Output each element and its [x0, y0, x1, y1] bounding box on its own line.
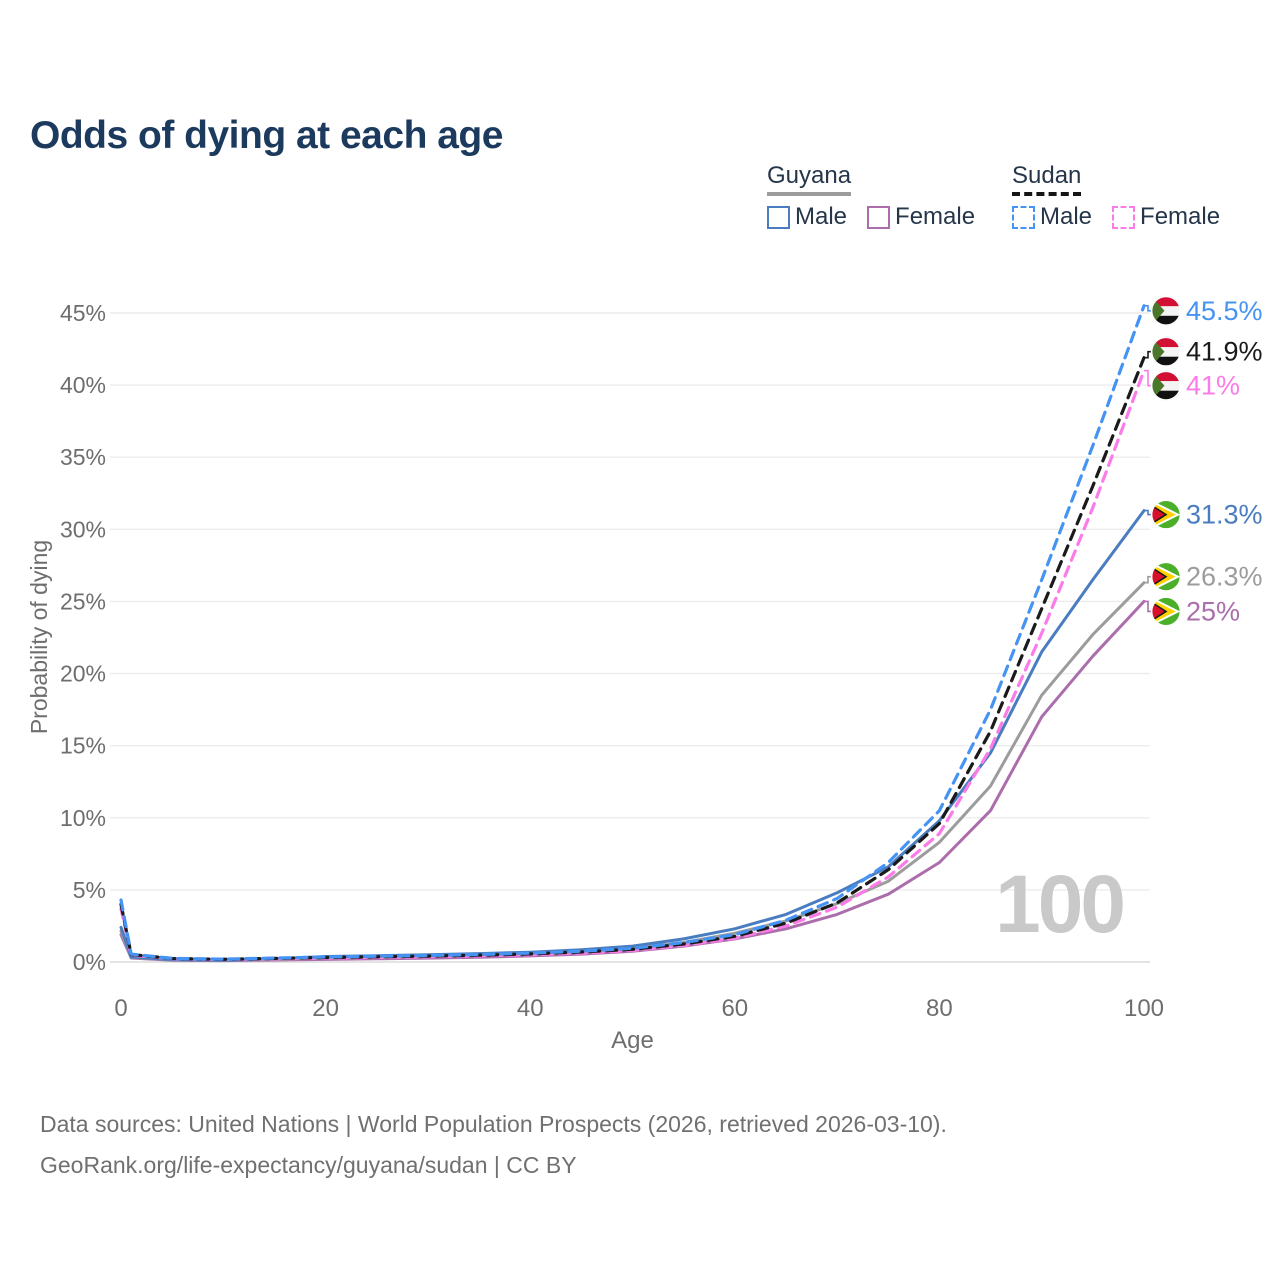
legend-label-sudan-male: Male [1040, 203, 1093, 230]
legend-group-guyana: Guyana Male Female [767, 162, 995, 229]
y-tick-label: 10% [60, 805, 106, 831]
series-line-sudan_female[interactable] [119, 369, 1146, 962]
end-label-connector [1144, 304, 1152, 312]
data-sources-line: Data sources: United Nations | World Pop… [40, 1111, 947, 1137]
end-label-value: 26.3% [1186, 562, 1263, 592]
attribution-line: GeoRank.org/life-expectancy/guyana/sudan… [40, 1152, 577, 1178]
end-label-sudan_both [1150, 336, 1182, 367]
x-axis-title: Age [611, 1027, 654, 1054]
x-tick-label: 20 [312, 995, 339, 1022]
end-label-guyana_male [1150, 499, 1182, 530]
series-line-sudan_male[interactable] [119, 304, 1146, 961]
legend-swatch-sudan-female [1112, 205, 1136, 229]
y-axis-title: Probability of dying [26, 540, 52, 734]
y-tick-label: 45% [60, 300, 106, 326]
end-label-sudan_female [1150, 370, 1182, 401]
chart-title: Odds of dying at each age [30, 114, 503, 158]
end-label-value: 31.3% [1186, 500, 1263, 530]
legend-swatch-guyana-female [867, 205, 891, 229]
legend-label-guyana-male: Male [795, 203, 848, 230]
y-tick-label: 20% [60, 661, 106, 687]
legend-label-sudan-female: Female [1140, 203, 1221, 230]
y-tick-label: 0% [73, 949, 106, 975]
x-tick-label: 100 [1124, 995, 1164, 1022]
y-tick-label: 5% [73, 877, 106, 903]
footer: Data sources: United Nations | World Pop… [40, 1104, 947, 1186]
end-label-connector [1144, 369, 1152, 387]
legend-swatch-sudan-male [1012, 205, 1035, 229]
y-tick-label: 25% [60, 588, 106, 614]
y-tick-label: 40% [60, 372, 106, 398]
end-label-connector [1144, 600, 1152, 613]
legend-swatch-guyana-male [767, 205, 790, 229]
end-label-value: 41% [1186, 371, 1240, 401]
end-label-guyana_female [1150, 596, 1182, 627]
legend-country-guyana: Guyana [767, 162, 852, 196]
hover-age-indicator: 100 [995, 859, 1126, 950]
y-tick-label: 35% [60, 444, 106, 470]
legend-group-sudan: Sudan Male Female [1012, 162, 1240, 229]
end-label-value: 25% [1186, 596, 1240, 626]
x-tick-label: 40 [517, 995, 544, 1022]
end-label-connector [1144, 509, 1152, 516]
legend-label-guyana-female: Female [895, 203, 976, 230]
y-tick-label: 15% [60, 733, 106, 759]
end-label-value: 45.5% [1186, 296, 1263, 326]
x-tick-label: 60 [721, 995, 748, 1022]
y-tick-label: 30% [60, 516, 106, 542]
end-label-sudan_male [1150, 295, 1182, 326]
x-tick-label: 80 [926, 995, 953, 1022]
end-label-value: 41.9% [1186, 337, 1263, 367]
legend-country-sudan: Sudan [1012, 162, 1082, 196]
guyana-flag-icon [1151, 561, 1181, 592]
end-label-connector [1144, 350, 1152, 359]
x-tick-label: 0 [114, 995, 127, 1022]
end-label-guyana_both [1150, 561, 1182, 592]
end-label-connector [1144, 575, 1152, 584]
